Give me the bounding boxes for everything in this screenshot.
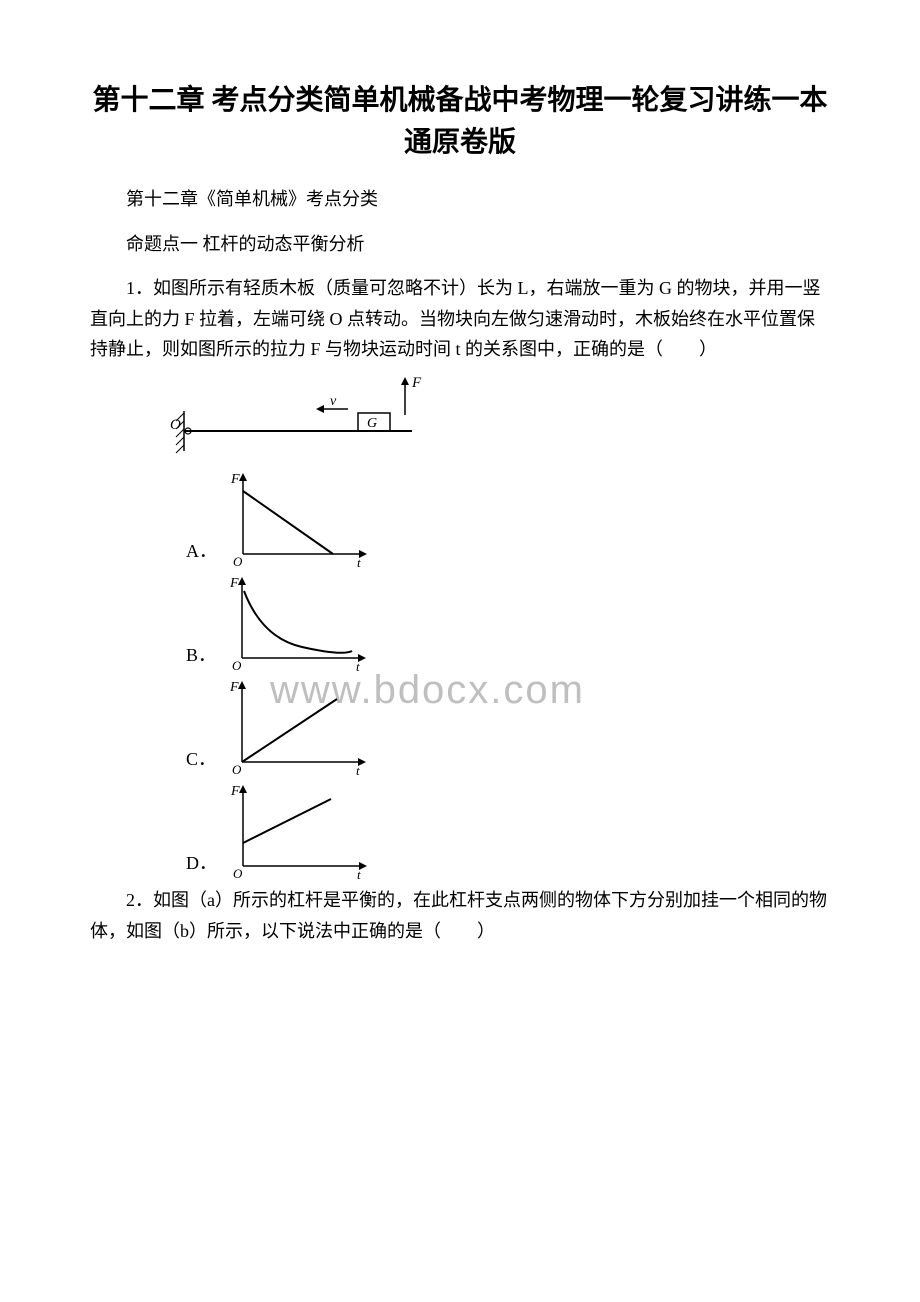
svg-text:O: O [232,658,242,673]
svg-text:F: F [230,472,240,487]
question-1-setup-diagram: F O G v [170,373,830,463]
option-D: D． F O t [186,781,830,881]
option-B-graph: F O t [222,573,372,673]
svg-text:O: O [233,554,243,569]
option-D-graph: F O t [223,781,373,881]
svg-text:F: F [229,576,239,591]
question-1-text: 1．如图所示有轻质木板（质量可忽略不计）长为 L，右端放一重为 G 的物块，并用… [90,273,830,365]
label-v: v [330,394,337,409]
label-G: G [367,416,377,431]
svg-text:O: O [233,866,243,881]
option-A-graph: F O t [223,469,373,569]
option-C-letter: C． [186,745,216,771]
option-D-letter: D． [186,849,217,875]
option-B-letter: B． [186,641,216,667]
svg-text:t: t [356,659,360,673]
svg-text:t: t [357,867,361,881]
label-F: F [411,375,422,391]
document-content: 第十二章 考点分类简单机械备战中考物理一轮复习讲练一本通原卷版 第十二章《简单机… [90,80,830,946]
option-C: C． F O t [186,677,830,777]
option-A-letter: A． [186,537,217,563]
option-B: B． F O t [186,573,830,673]
svg-text:t: t [356,763,360,777]
subtitle: 第十二章《简单机械》考点分类 [90,184,830,215]
option-C-graph: F O t [222,677,372,777]
question-2-text: 2．如图（a）所示的杠杆是平衡的，在此杠杆支点两侧的物体下方分别加挂一个相同的物… [90,885,830,946]
label-O: O [170,417,181,433]
section-heading: 命题点一 杠杆的动态平衡分析 [90,229,830,260]
svg-text:F: F [230,784,240,799]
svg-text:O: O [232,762,242,777]
svg-text:F: F [229,680,239,695]
svg-text:t: t [357,555,361,569]
option-A: A． F O t [186,469,830,569]
page-title: 第十二章 考点分类简单机械备战中考物理一轮复习讲练一本通原卷版 [90,80,830,164]
